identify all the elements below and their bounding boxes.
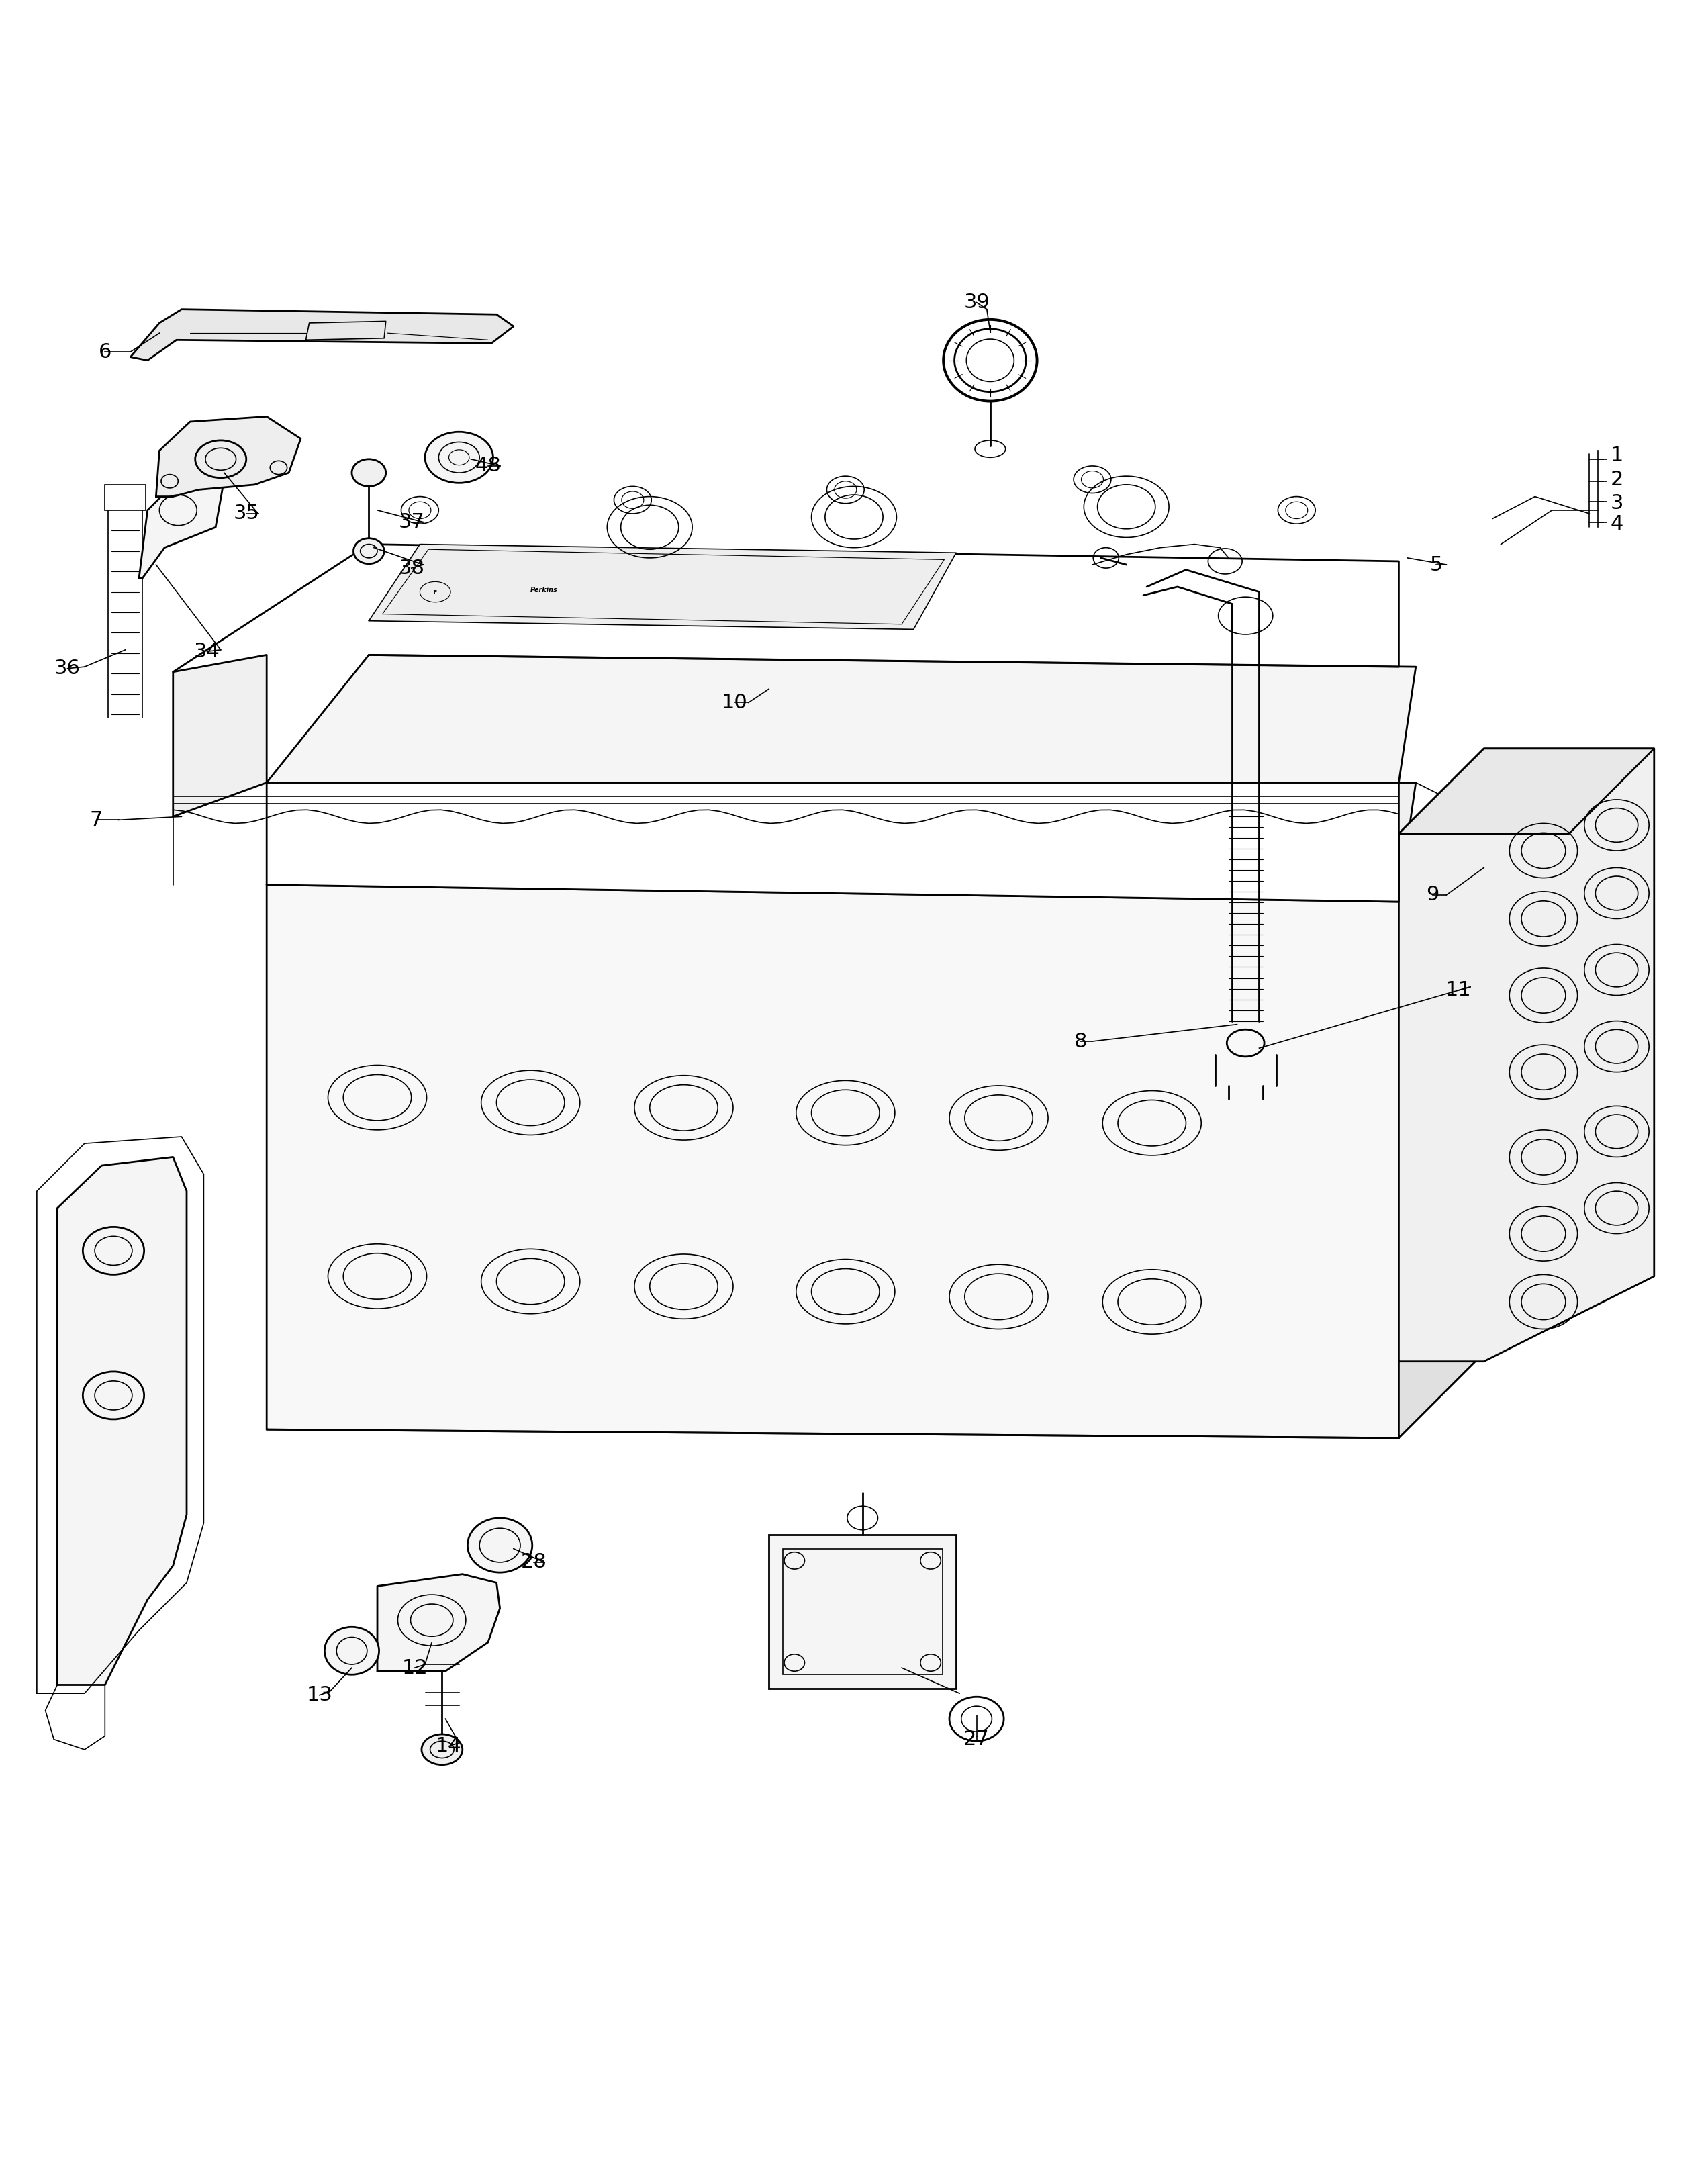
- Text: 38: 38: [398, 558, 425, 577]
- Polygon shape: [266, 782, 1399, 902]
- Polygon shape: [130, 309, 514, 359]
- Text: 36: 36: [55, 658, 80, 677]
- Text: 34: 34: [195, 643, 220, 662]
- Ellipse shape: [468, 1518, 533, 1573]
- Polygon shape: [369, 544, 956, 629]
- Polygon shape: [266, 782, 1416, 902]
- Text: 9: 9: [1426, 884, 1440, 904]
- Text: 8: 8: [1074, 1032, 1086, 1052]
- Polygon shape: [266, 656, 1416, 782]
- Text: 27: 27: [963, 1729, 989, 1749]
- Text: 39: 39: [963, 292, 989, 311]
- Text: P: P: [434, 590, 437, 595]
- Text: 12: 12: [401, 1657, 427, 1677]
- Text: 3: 3: [1611, 494, 1623, 514]
- Polygon shape: [155, 416, 301, 497]
- Polygon shape: [1399, 817, 1484, 1437]
- Text: 28: 28: [521, 1553, 547, 1573]
- Text: 2: 2: [1611, 470, 1623, 490]
- Ellipse shape: [325, 1627, 379, 1675]
- Text: 4: 4: [1611, 514, 1623, 534]
- Text: 35: 35: [234, 503, 260, 523]
- Text: 14: 14: [436, 1736, 461, 1755]
- Text: 11: 11: [1445, 980, 1471, 1000]
- Polygon shape: [1399, 749, 1653, 834]
- Polygon shape: [58, 1157, 186, 1686]
- Ellipse shape: [425, 431, 494, 484]
- Polygon shape: [1399, 749, 1653, 1361]
- Polygon shape: [377, 1575, 500, 1671]
- Text: 5: 5: [1430, 555, 1443, 575]
- Polygon shape: [138, 477, 224, 579]
- Text: 6: 6: [99, 342, 111, 362]
- Polygon shape: [266, 884, 1399, 1437]
- Text: 13: 13: [306, 1686, 333, 1705]
- Text: 7: 7: [91, 810, 102, 830]
- Text: 10: 10: [722, 693, 748, 712]
- Text: 1: 1: [1611, 446, 1623, 466]
- Ellipse shape: [422, 1734, 463, 1764]
- Polygon shape: [769, 1535, 956, 1688]
- Polygon shape: [173, 656, 266, 817]
- Ellipse shape: [354, 538, 384, 564]
- Text: 37: 37: [398, 512, 424, 531]
- Ellipse shape: [352, 460, 386, 486]
- Bar: [104, 486, 145, 510]
- Bar: [769, 1535, 956, 1688]
- Text: Perkins: Perkins: [531, 586, 559, 595]
- Bar: [782, 1549, 943, 1675]
- Text: 48: 48: [475, 455, 500, 475]
- Polygon shape: [3, 237, 1705, 1941]
